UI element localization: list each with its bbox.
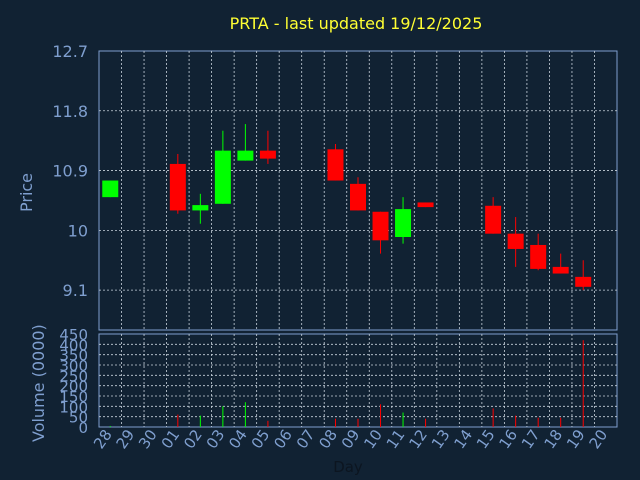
candle-body — [192, 205, 209, 211]
volume-tick-label: 250 — [59, 367, 88, 385]
x-tick-label: 14 — [450, 426, 476, 452]
x-tick-label: 15 — [473, 426, 499, 452]
candle-body — [485, 205, 502, 234]
volume-tick-label: 200 — [59, 378, 88, 396]
volume-tick-label: 300 — [59, 357, 88, 375]
x-tick-label: 07 — [293, 426, 319, 452]
candle-body — [214, 150, 231, 204]
volume-tick-label: 0 — [78, 419, 88, 437]
candle-body — [169, 163, 186, 211]
price-panel-frame — [98, 50, 618, 331]
candle-body — [350, 183, 366, 211]
candle-body — [327, 149, 344, 181]
volume-tick-label: 350 — [59, 347, 88, 365]
x-tick-label: 13 — [428, 426, 454, 452]
volume-tick-label: 400 — [59, 336, 88, 354]
price-tick-label: 11.8 — [52, 102, 88, 121]
price-tick-label: 9.1 — [63, 281, 88, 300]
x-tick-label: 20 — [586, 426, 612, 452]
x-tick-label: 16 — [495, 426, 521, 452]
x-tick-label: 06 — [270, 426, 296, 452]
candle-body — [372, 211, 389, 241]
x-tick-label: 11 — [383, 426, 409, 452]
x-tick-label: 08 — [315, 426, 341, 452]
volume-tick-label: 150 — [59, 388, 88, 406]
candle-body — [552, 266, 569, 274]
volume-tick-label: 450 — [59, 326, 88, 344]
x-axis-label: Day — [333, 458, 363, 476]
candle-body — [575, 276, 592, 287]
volume-panel-frame — [98, 333, 618, 428]
candle-body — [395, 209, 412, 237]
candle-body — [259, 150, 276, 159]
x-tick-label: 05 — [248, 426, 274, 452]
x-tick-label: 10 — [360, 426, 386, 452]
volume-tick-label: 100 — [59, 398, 88, 416]
candle-body — [102, 180, 119, 198]
x-tick-label: 17 — [518, 426, 544, 452]
x-tick-label: 12 — [405, 426, 431, 452]
volume-tick-label: 50 — [69, 409, 88, 427]
candle-body — [507, 233, 524, 249]
x-tick-label: 02 — [180, 426, 206, 452]
chart-title: PRTA - last updated 19/12/2025 — [229, 14, 483, 33]
price-tick-label: 10 — [68, 221, 88, 240]
price-tick-label: 10.9 — [52, 162, 88, 181]
x-tick-label: 29 — [113, 426, 139, 452]
candle-body — [237, 150, 254, 161]
price-tick-label: 12.7 — [52, 42, 88, 61]
x-tick-label: 09 — [338, 426, 364, 452]
x-tick-label: 01 — [158, 426, 184, 452]
x-tick-label: 30 — [135, 426, 161, 452]
x-tick-label: 18 — [540, 426, 566, 452]
candle-body — [417, 202, 434, 208]
x-tick-label: 19 — [563, 426, 589, 452]
x-tick-label: 04 — [225, 426, 251, 452]
candle-body — [530, 244, 547, 269]
x-tick-label: 28 — [90, 426, 116, 452]
x-tick-label: 03 — [203, 426, 229, 452]
